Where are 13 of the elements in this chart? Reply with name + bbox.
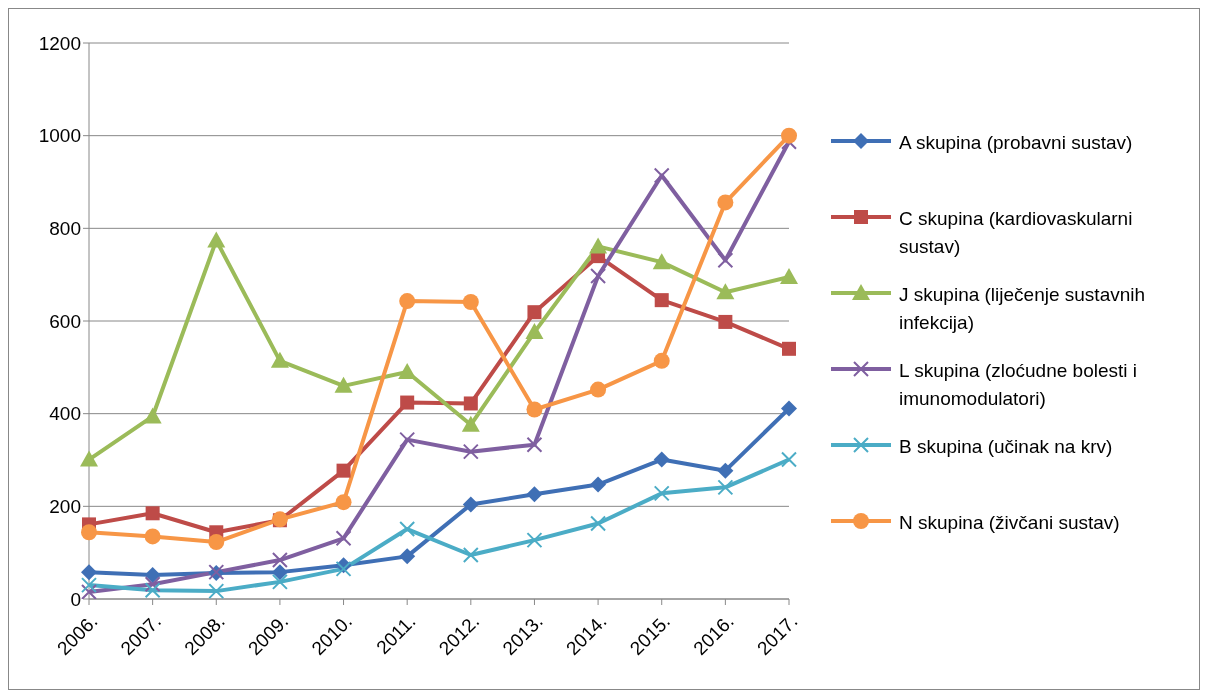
y-tick-label: 800 <box>49 218 81 240</box>
y-tick-label: 200 <box>49 496 81 518</box>
y-tick-label: 400 <box>49 403 81 425</box>
y-tick-label: 0 <box>70 588 81 610</box>
y-tick-label: 1000 <box>38 125 81 147</box>
legend-label: A skupina (probavni sustav) <box>899 131 1133 155</box>
legend-label: L skupina (zloćudne bolesti i imunomodulatori) <box>899 359 1138 411</box>
legend-label: B skupina (učinak na krv) <box>899 435 1113 459</box>
legend-label: J skupina (liječenje sustavnih infekcija) <box>899 283 1147 335</box>
y-tick-label: 1200 <box>38 32 81 54</box>
legend-label: N skupina (živčani sustav) <box>899 511 1120 535</box>
legend-label: C skupina (kardiovaskularni sustav) <box>899 207 1134 259</box>
y-tick-label: 600 <box>49 310 81 332</box>
